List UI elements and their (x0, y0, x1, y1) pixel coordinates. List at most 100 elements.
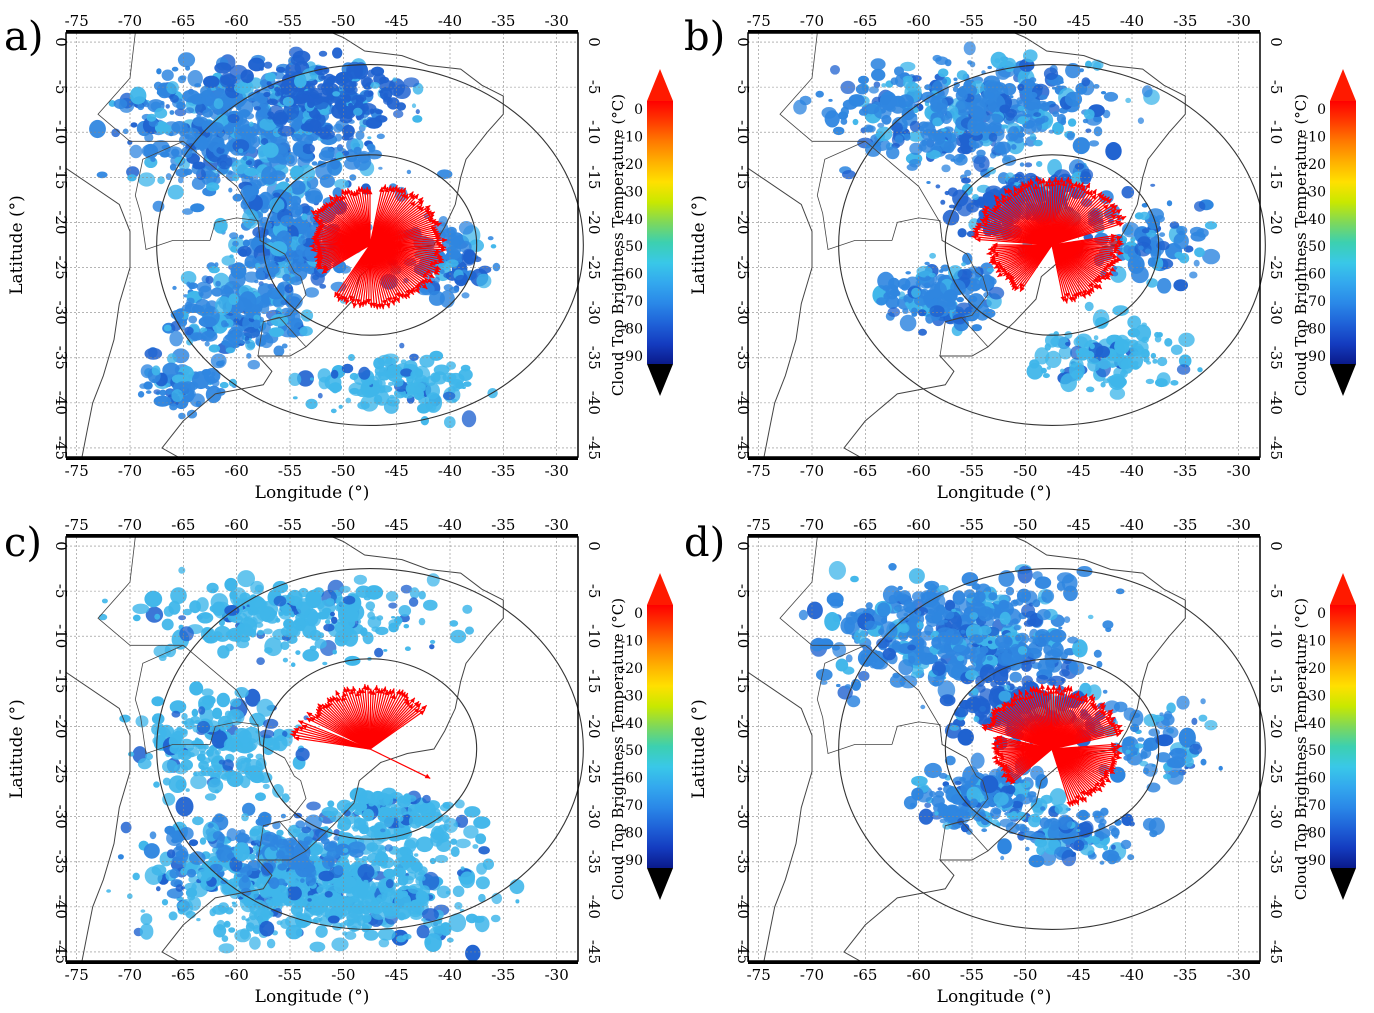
vector-arrowhead (422, 283, 428, 289)
country-border (816, 699, 892, 755)
lon-tick-bottom: -65 (853, 966, 877, 984)
vector-arrowhead (1047, 177, 1053, 183)
trajectory-vectors (309, 184, 448, 310)
colorbar-tick: -90 (1303, 349, 1326, 365)
colorbar-tick: -10 (1303, 129, 1326, 145)
lat-tick-right: -30 (1267, 301, 1285, 325)
lon-tick-bottom: -75 (747, 966, 771, 984)
vector-arrowhead (981, 211, 988, 216)
vector-arrow (369, 748, 431, 779)
lon-tick-top: -40 (1120, 516, 1144, 534)
vector-arrowhead (997, 272, 1003, 277)
lon-tick-bottom: -70 (800, 966, 824, 984)
vector-arrowhead (1024, 183, 1030, 189)
lon-tick-top: -45 (385, 12, 409, 30)
vector-arrowhead (349, 295, 355, 301)
vector-arrowhead (393, 185, 398, 191)
colorbar-tick: -20 (620, 157, 643, 173)
vector-arrowhead (1110, 209, 1117, 214)
range-circle (838, 568, 1266, 930)
country-border (209, 721, 285, 759)
trajectory-vectors (981, 683, 1124, 807)
lat-tick-right: -15 (1267, 669, 1285, 693)
colorbar-arrow-bottom (647, 364, 673, 396)
vector-arrowhead (995, 760, 1001, 765)
lat-tick-left: -25 (52, 759, 70, 783)
vector-arrowhead (1104, 274, 1111, 280)
lat-tick-left: -25 (52, 255, 70, 279)
vector-arrowhead (1081, 796, 1087, 803)
lon-tick-top: -65 (853, 516, 877, 534)
colorbar-label: Cloud Top Brightness Temperature (°C) (1292, 598, 1310, 900)
vector-arrowhead (1014, 285, 1020, 291)
vector-arrowhead (428, 215, 435, 220)
lon-tick-top: -50 (1013, 12, 1037, 30)
colorbar-tick: -60 (620, 771, 643, 787)
vector-arrowhead (1068, 296, 1074, 302)
vector-arrowhead (309, 243, 315, 249)
colorbar-tick: -40 (1303, 212, 1326, 228)
vector-arrowhead (1001, 772, 1007, 778)
y-axis-label: Latitude (°) (7, 195, 27, 295)
vector-arrowhead (991, 244, 997, 250)
vector-arrowhead (430, 219, 437, 224)
vector-arrowhead (1116, 215, 1122, 220)
vector-arrowhead (362, 188, 368, 194)
vector-arrowhead (1024, 689, 1030, 696)
vector-arrowhead (298, 720, 304, 725)
vector-arrowhead (990, 248, 996, 254)
vector-arrowhead (1029, 178, 1035, 185)
colorbar-label: Cloud Top Brightness Temperature (°C) (609, 94, 627, 396)
vector-arrowhead (384, 187, 389, 193)
vector-arrowhead (1038, 688, 1043, 694)
colorbar-tick: -90 (1303, 853, 1326, 869)
vector-arrowhead (1001, 267, 1007, 273)
lat-tick-left: -25 (734, 759, 752, 783)
lat-tick-left: 0 (734, 541, 752, 551)
vector-arrowhead (334, 197, 339, 203)
vector-arrowhead (344, 189, 350, 196)
vector-arrowhead (370, 689, 376, 695)
vector-arrowhead (1005, 768, 1012, 773)
vector-arrowhead (322, 206, 328, 212)
vector-arrowhead (1027, 180, 1032, 187)
x-axis-label: Longitude (°) (255, 483, 370, 503)
vector-arrowhead (1091, 194, 1097, 200)
vector-arrowhead (408, 703, 413, 710)
vector-arrowhead (390, 299, 396, 306)
vector-arrowhead (397, 187, 403, 194)
vector-arrowhead (1069, 183, 1075, 189)
x-axis-label: Longitude (°) (937, 483, 1052, 503)
vector-arrowhead (981, 726, 988, 732)
vector-arrowhead (1010, 779, 1016, 785)
lon-tick-top: -75 (747, 516, 771, 534)
vector-arrowhead (317, 258, 323, 264)
vector-arrowhead (1096, 191, 1102, 198)
country-border (263, 820, 307, 852)
vector-arrowhead (1100, 274, 1106, 280)
country-border (891, 217, 967, 255)
vector-arrowhead (1004, 188, 1010, 195)
vector-arrowhead (990, 256, 996, 262)
lon-tick-top: -55 (960, 12, 984, 30)
vector-arrowhead (427, 277, 433, 283)
vector-arrowhead (424, 773, 431, 779)
vector-arrowhead (1078, 796, 1084, 803)
lat-tick-left: -20 (52, 714, 70, 738)
vector-arrowhead (975, 237, 981, 243)
lat-tick-right: -20 (585, 210, 603, 234)
vector-arrowhead (993, 251, 999, 257)
vector-arrow (369, 186, 383, 246)
vector-arrowhead (385, 302, 391, 309)
colorbar-tick: -80 (1303, 322, 1326, 338)
vector-arrowhead (410, 201, 416, 207)
vector-arrowhead (1033, 184, 1039, 190)
vector-arrowhead (982, 208, 988, 214)
vector-arrowhead (427, 218, 434, 223)
colorbar-tick: -30 (620, 184, 643, 200)
lon-tick-top: -75 (65, 12, 89, 30)
vector-arrowhead (321, 268, 328, 274)
lat-tick-right: -35 (585, 850, 603, 874)
vector-arrowhead (360, 301, 366, 307)
vector-arrowhead (1098, 194, 1104, 200)
